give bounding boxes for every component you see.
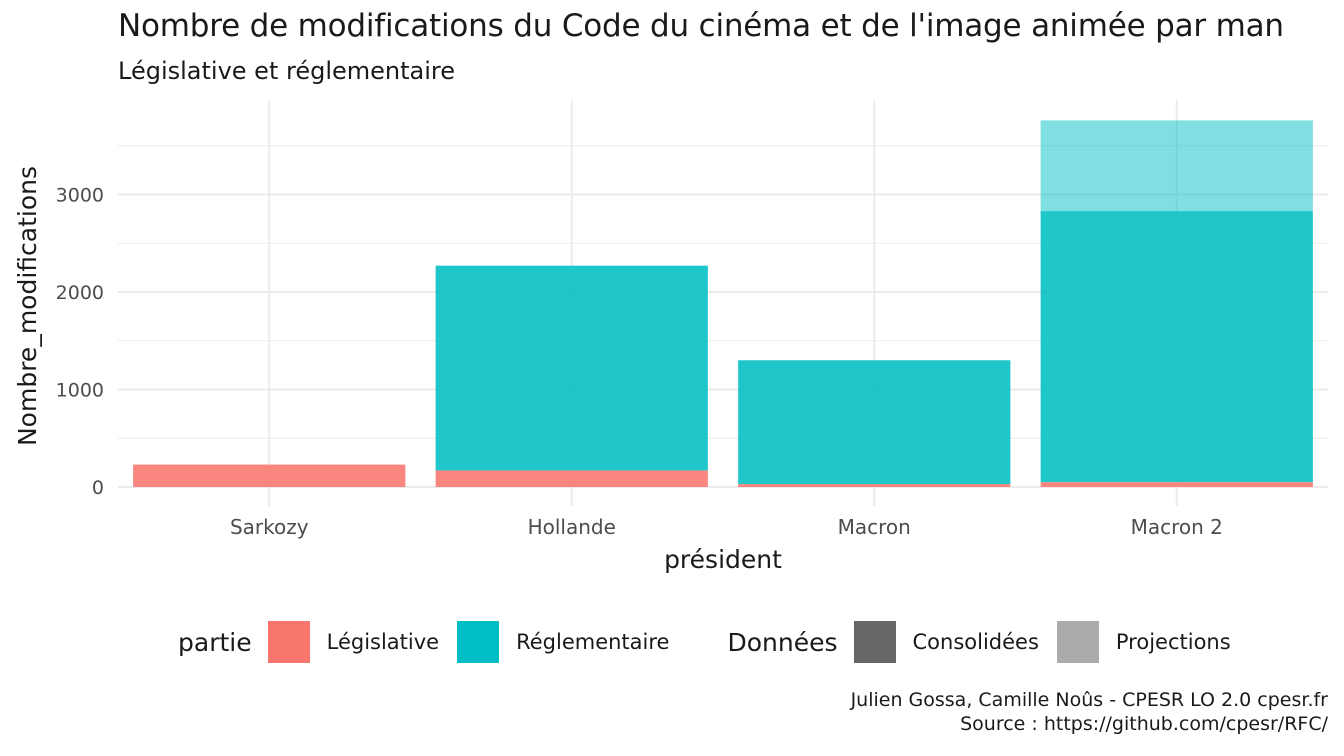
chart-subtitle: Législative et réglementaire <box>118 57 455 85</box>
bar-macron-reglementaire-consolidees <box>738 360 1011 485</box>
legend-fill-title: partie <box>178 627 252 657</box>
bar-hollande-legislative-consolidees <box>435 470 708 487</box>
y-axis-title: Nombre_modifications <box>13 166 42 446</box>
x-axis-title: président <box>664 545 782 574</box>
bar-chart: 0 1000 2000 3000 Sarkozy Hollande Macron Macron… <box>13 100 1328 574</box>
y-tick-label: 2000 <box>56 282 104 304</box>
legend-label-reglementaire: Réglementaire <box>516 630 670 654</box>
chart-caption: Julien Gossa, Camille Noûs - CPESR LO 2.… <box>851 688 1328 736</box>
legend-label-projections: Projections <box>1115 630 1231 654</box>
legend-key-consolidees <box>853 621 896 663</box>
legend-key-reglementaire <box>457 621 500 663</box>
legend-label-consolidees: Consolidées <box>912 630 1039 654</box>
x-tick-label: Sarkozy <box>230 515 309 539</box>
bar-macron-2-reglementaire-projections <box>1040 120 1313 212</box>
x-tick-label: Hollande <box>528 515 616 539</box>
legend-label-legislative: Législative <box>326 630 440 654</box>
legend: partie Législative Réglementaire Données… <box>178 620 1249 664</box>
legend-alpha-title: Données <box>727 627 838 657</box>
caption-source: Source : https://github.com/cpesr/RFC/ <box>960 713 1328 735</box>
x-tick-label: Macron <box>838 515 911 539</box>
bar-macron-2-reglementaire-consolidees <box>1040 211 1313 483</box>
y-tick-label: 3000 <box>56 185 104 207</box>
bar-hollande-reglementaire-consolidees <box>435 265 708 471</box>
caption-credit: Julien Gossa, Camille Noûs - CPESR LO 2.… <box>850 689 1328 711</box>
bar-macron-2-legislative-consolidees <box>1040 482 1313 487</box>
bar-macron-legislative-consolidees <box>738 484 1011 487</box>
y-tick-label: 0 <box>92 477 104 499</box>
legend-key-legislative <box>267 621 310 663</box>
chart-title: Nombre de modifications du Code du ciném… <box>118 8 1284 44</box>
bar-sarkozy-legislative-consolidees <box>133 464 406 487</box>
legend-key-projections <box>1056 621 1099 663</box>
y-tick-label: 1000 <box>56 380 104 402</box>
x-tick-label: Macron 2 <box>1131 515 1223 539</box>
